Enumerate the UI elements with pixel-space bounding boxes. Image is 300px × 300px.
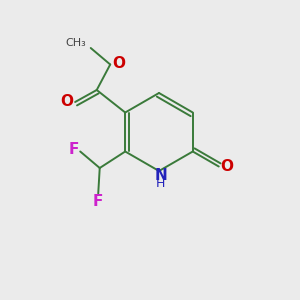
Text: N: N (154, 168, 167, 183)
Text: H: H (156, 177, 165, 190)
Text: O: O (61, 94, 74, 109)
Text: CH₃: CH₃ (65, 38, 86, 48)
Text: O: O (221, 159, 234, 174)
Text: F: F (92, 194, 103, 209)
Text: O: O (112, 56, 125, 71)
Text: F: F (68, 142, 79, 157)
